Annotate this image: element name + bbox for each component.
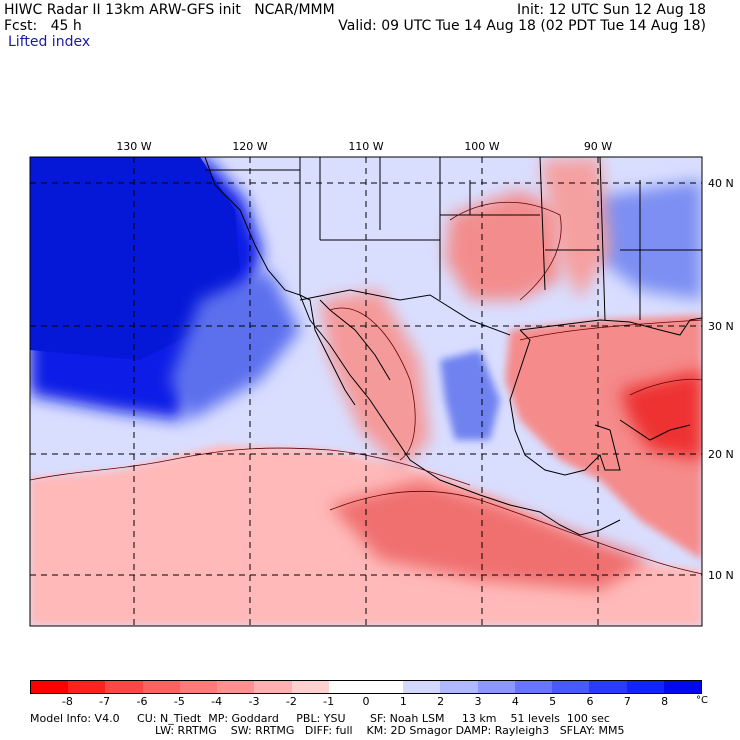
colorbar-tick-label: 2	[437, 695, 445, 708]
forecast-hour: Fcst: 45 h	[4, 18, 82, 34]
colorbar-tick-label: 1	[399, 695, 407, 708]
lon-label-110w: 110 W	[348, 140, 383, 153]
lon-label-100w: 100 W	[464, 140, 499, 153]
lat-label-40n: 40 N	[708, 177, 734, 190]
contour-plains	[449, 201, 562, 301]
colorbar-cell	[179, 681, 218, 693]
colorbar-tick-label: -8	[61, 695, 73, 708]
lat-lon-grid	[30, 157, 702, 626]
contour-tropical-north	[30, 447, 471, 486]
colorbar-cell	[477, 681, 515, 693]
us-mexico-border	[299, 289, 511, 336]
lat-label-10n: 10 N	[708, 569, 734, 582]
lon-label-120w: 120 W	[232, 140, 267, 153]
colorbar-tick-label: -6	[136, 695, 148, 708]
latitude-labels: 40 N 30 N 20 N 10 N	[708, 177, 734, 582]
colorbar-cell	[68, 681, 106, 693]
colorbar-tick-label: 5	[549, 695, 557, 708]
colorbar-tick-label: -2	[285, 695, 297, 708]
colorbar-ticks: -8 -7 -6 -5 -4 -3 -2 -1 0 1 2 3 4 5 6 7 8	[30, 694, 702, 710]
stable-northeast-region	[575, 180, 702, 300]
li-contours	[30, 201, 702, 575]
colorbar-tick-label: -5	[173, 695, 185, 708]
core-stable-region	[30, 157, 240, 360]
lat-label-20n: 20 N	[708, 448, 734, 461]
colorbar-tick-label: 3	[474, 695, 482, 708]
gulf-coast-mexico	[509, 329, 621, 476]
colorbar-cell	[328, 681, 366, 693]
colorbar-cell	[31, 681, 69, 693]
colorbar-tick-label: 8	[661, 695, 669, 708]
colorbar-cell	[217, 681, 255, 693]
coastlines	[204, 157, 702, 536]
state-borders	[205, 157, 702, 321]
colorbar-tick-label: -7	[99, 695, 111, 708]
colorbar-cell	[142, 681, 180, 693]
colorbar-tick-label: -4	[211, 695, 223, 708]
unstable-gulf-region	[505, 315, 702, 560]
strong-unstable-coastal-mexico	[330, 480, 650, 590]
fcst-label: Fcst:	[4, 18, 38, 34]
valid-time: Valid: 09 UTC Tue 14 Aug 18 (02 PDT Tue …	[338, 18, 706, 34]
baja-peninsula	[299, 294, 356, 406]
strongest-unstable-gulf	[620, 370, 702, 460]
longitude-labels: 130 W 120 W 110 W 100 W 90 W	[116, 140, 612, 153]
model-info-line-1: Model Info: V4.0 CU: N_Tiedt MP: Goddard…	[30, 712, 610, 725]
colorbar-cell	[514, 681, 553, 693]
gulf-of-california-coast	[319, 299, 391, 381]
pacific-coastline	[204, 157, 621, 536]
colorbar-cell	[105, 681, 143, 693]
stable-mexican-plateau	[440, 350, 500, 440]
gulf-coast-us	[519, 317, 702, 336]
contour-western-mexico	[329, 307, 416, 461]
map-frame	[29, 156, 703, 627]
unstable-western-mexico	[320, 290, 430, 470]
cuba-coast	[619, 419, 691, 441]
unstable-southern-plains	[445, 190, 560, 300]
colorbar-tick-label: 6	[586, 695, 594, 708]
colorbar-tick-label: 7	[623, 695, 631, 708]
lon-label-130w: 130 W	[116, 140, 151, 153]
colorbar	[30, 680, 702, 694]
colorbar-unit: °C	[696, 695, 708, 706]
contour-coastal	[329, 490, 702, 575]
org-label: NCAR/MMM	[254, 2, 335, 18]
colorbar-cell	[291, 681, 329, 693]
model-title-text: HIWC Radar II 13km ARW-GFS init	[4, 2, 241, 18]
model-title: HIWC Radar II 13km ARW-GFS init NCAR/MMM	[4, 2, 335, 18]
colorbar-cell	[552, 681, 590, 693]
fcst-value: 45 h	[50, 18, 82, 34]
lat-label-30n: 30 N	[708, 320, 734, 333]
colorbar-tick-label: -1	[323, 695, 335, 708]
contour-gulf-north	[519, 319, 702, 341]
colorbar-cell	[626, 681, 664, 693]
field-name: Lifted index	[8, 34, 91, 50]
lon-label-90w: 90 W	[584, 140, 612, 153]
colorbar-cell	[365, 681, 404, 693]
colorbar-cell	[440, 681, 478, 693]
colorbar-cell	[403, 681, 441, 693]
colorbar-tick-label: 0	[362, 695, 370, 708]
colorbar-cell	[663, 681, 701, 693]
init-time: Init: 12 UTC Sun 12 Aug 18	[517, 2, 706, 18]
model-info-line-2: LW: RRTMG SW: RRTMG DIFF: full KM: 2D Sm…	[155, 724, 625, 737]
contour-gulf-core	[629, 378, 702, 396]
unstable-midwest	[540, 157, 610, 300]
colorbar-tick-label: 4	[511, 695, 519, 708]
colorbar-tick-label: -3	[248, 695, 260, 708]
colorbar-cell	[589, 681, 627, 693]
colorbar-cell	[254, 681, 292, 693]
stable-coastal-band	[170, 270, 300, 420]
